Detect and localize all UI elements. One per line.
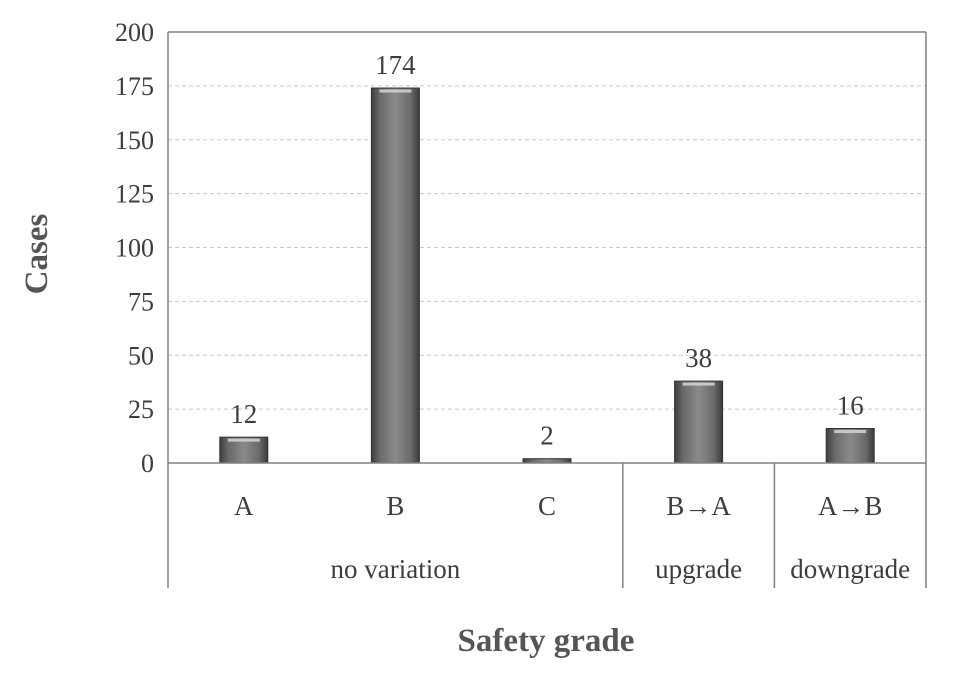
y-tick-label: 175 [115,72,154,101]
data-label: 16 [837,391,864,421]
data-label: 2 [540,421,554,451]
x-group-label: upgrade [655,554,742,584]
labels: 0 25 50 75 100 125 150 175 200 12 A 174 B 2 C 38 B→A 16 A→… [115,18,910,584]
y-tick-label: 75 [128,287,154,316]
y-tick-label: 25 [128,395,154,424]
y-axis-title: Cases [19,214,55,295]
x-category-label: B→A [666,491,731,521]
bar-highlight [682,382,715,386]
y-tick-label: 50 [128,341,154,370]
x-axis-title: Safety grade [458,623,635,659]
y-tick-label: 150 [115,126,154,155]
y-tick-label: 200 [115,18,154,47]
bar-highlight [379,89,412,93]
data-label: 12 [230,399,257,429]
x-category-label: B [386,491,404,521]
x-category-label: A [234,491,254,521]
bar [825,428,875,464]
y-tick-label: 0 [141,449,154,478]
x-group-label: downgrade [790,554,910,584]
bar-highlight [834,430,867,434]
y-tick-label: 100 [115,234,154,263]
x-group-label: no variation [331,554,461,584]
gridlines [168,31,926,410]
bar [370,87,420,464]
data-label: 174 [375,50,416,80]
bar-highlight [227,438,260,442]
bars [219,87,875,464]
data-label: 38 [685,343,712,373]
x-category-label: C [538,491,556,521]
y-tick-label: 125 [115,180,154,209]
axes [167,31,927,588]
x-category-label: A→B [818,491,883,521]
bar [674,380,724,464]
